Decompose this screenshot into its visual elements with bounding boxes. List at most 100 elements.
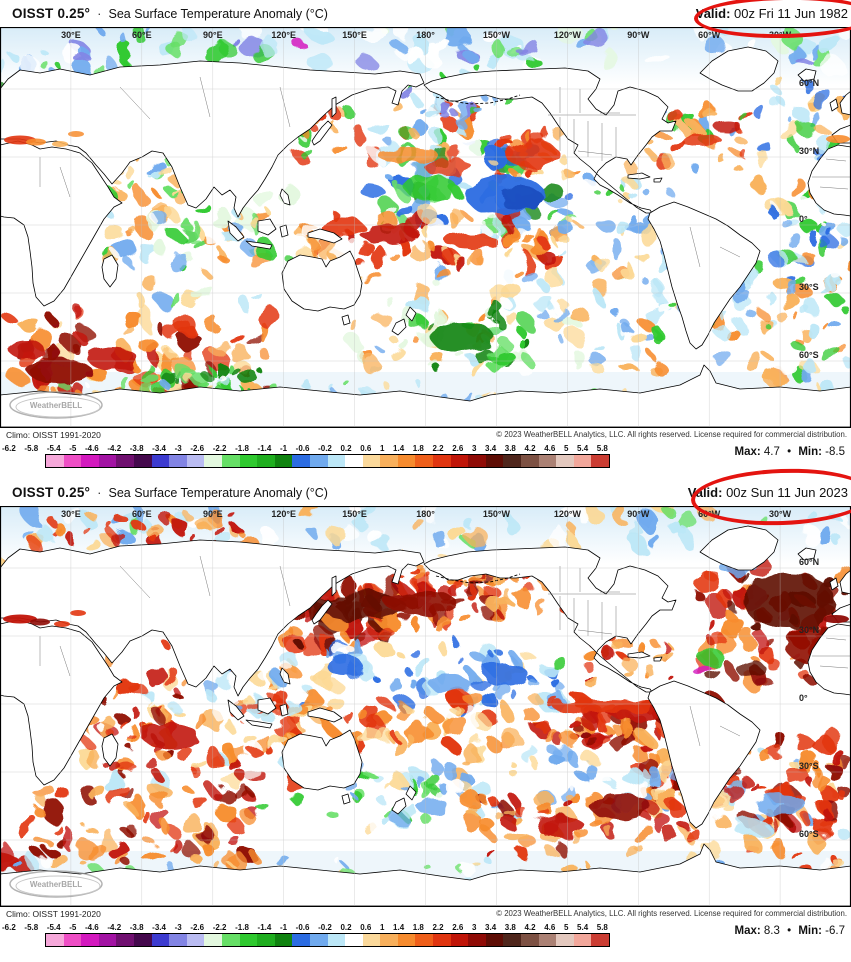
lon-axis-label: 90°E [203, 30, 223, 40]
colorbar-tick: 1.4 [393, 923, 405, 932]
colorbar-tick: -5.4 [46, 444, 61, 453]
colorbar-segment [468, 934, 486, 946]
maxmin-separator: • [787, 925, 792, 937]
colorbar-tick: -3 [174, 444, 182, 453]
colorbar-segment [521, 934, 539, 946]
colorbar-segment [151, 455, 170, 467]
colorbar-tick: -4.2 [107, 444, 122, 453]
lon-axis-label: 150°W [483, 30, 511, 40]
lon-axis-label: 30°W [769, 509, 792, 519]
lon-axis-label: 90°E [203, 509, 223, 519]
colorbar-segment [433, 934, 451, 946]
valid-time: Valid: 00z Fri 11 Jun 1982 [696, 6, 848, 21]
valid-label: Valid: [695, 6, 731, 21]
lon-axis-label: 60°W [698, 509, 721, 519]
colorbar-tick: 3.8 [504, 923, 516, 932]
map-footer: Climo: OISST 1991-2020 © 2023 WeatherBEL… [0, 428, 851, 443]
colorbar-tick: 3 [471, 923, 477, 932]
colorbar [45, 454, 610, 468]
colorbar-segment [309, 934, 328, 946]
valid-value: 00z Fri 11 Jun 1982 [734, 6, 848, 21]
colorbar-segment [239, 934, 258, 946]
colorbar-tick: -5 [69, 444, 77, 453]
map-footer: Climo: OISST 1991-2020 © 2023 WeatherBEL… [0, 907, 851, 922]
lon-axis-label: 60°E [132, 509, 152, 519]
colorbar-tick: 5.4 [577, 923, 589, 932]
colorbar-segment [485, 934, 504, 946]
colorbar-tick: -2.6 [190, 923, 205, 932]
colorbar-tick: -0.2 [318, 444, 332, 453]
colorbar-segment [116, 455, 134, 467]
colorbar-segment [274, 934, 293, 946]
colorbar-segment [98, 934, 117, 946]
colorbar-segment [556, 934, 574, 946]
title-separator: · [97, 485, 102, 500]
colorbar-tick: 5.8 [596, 923, 608, 932]
colorbar-tick: 2.2 [432, 923, 444, 932]
colorbar-tick: -2.2 [212, 923, 227, 932]
lat-axis-label: 60°S [799, 829, 819, 839]
colorbar-tick: -1.8 [235, 923, 249, 932]
colorbar-segment [309, 455, 328, 467]
colorbar-tick: 0.6 [360, 923, 372, 932]
colorbar-area: -6.2 -5.8 -5.4 -5 -4.6 -4.2 -3.8 -3.4 -3 -2.6 -2.2… [0, 443, 851, 483]
colorbar-tick: 3.8 [504, 444, 516, 453]
colorbar-segment [204, 934, 222, 946]
colorbar-segment [169, 934, 187, 946]
colorbar-segment [133, 455, 152, 467]
colorbar-segment [415, 934, 434, 946]
copyright-text: © 2023 WeatherBELL Analytics, LLC. All r… [496, 909, 847, 918]
colorbar-segment [433, 455, 451, 467]
lat-axis-label: 30°N [799, 146, 819, 156]
valid-time: Valid: 00z Sun 11 Jun 2023 [688, 485, 848, 500]
maxmin-separator: • [787, 446, 792, 458]
colorbar-tick-labels: -6.2 -5.8 -5.4 -5 -4.6 -4.2 -3.8 -3.4 -3 -2.6 -2.2… [2, 444, 608, 453]
colorbar-segment [186, 455, 205, 467]
colorbar-area: -6.2 -5.8 -5.4 -5 -4.6 -4.2 -3.8 -3.4 -3 -2.6 -2.2… [0, 922, 851, 962]
colorbar-segment [397, 455, 416, 467]
colorbar [45, 933, 610, 947]
lon-axis-label: 150°E [342, 30, 367, 40]
colorbar-tick: 2.2 [432, 444, 444, 453]
colorbar-segment [538, 455, 557, 467]
valid-label: Valid: [687, 485, 723, 500]
colorbar-tick: 4.6 [544, 444, 556, 453]
lon-axis-label: 60°E [132, 30, 152, 40]
max-min-readout: Max: 8.3 • Min: -6.7 [734, 925, 845, 937]
colorbar-segment [521, 455, 539, 467]
lon-axis-label: 30°E [61, 30, 81, 40]
colorbar-segment [81, 455, 99, 467]
max-min-readout: Max: 4.7 • Min: -8.5 [734, 446, 845, 458]
colorbar-tick: -0.2 [318, 923, 332, 932]
colorbar-tick: -2.2 [212, 444, 227, 453]
colorbar-segment [468, 455, 486, 467]
colorbar-segment [573, 455, 592, 467]
colorbar-segment [133, 934, 152, 946]
colorbar-tick: -1.4 [257, 923, 272, 932]
colorbar-segment [538, 934, 557, 946]
colorbar-segment [221, 934, 240, 946]
colorbar-tick: 2.6 [452, 444, 464, 453]
map-panel-1982: OISST 0.25° · Sea Surface Temperature An… [0, 0, 851, 483]
colorbar-tick: -3.4 [152, 923, 166, 932]
colorbar-tick: 1.4 [393, 444, 405, 453]
product-name: OISST 0.25° [12, 485, 91, 500]
colorbar-tick: 4.6 [544, 923, 556, 932]
colorbar-tick-labels: -6.2 -5.8 -5.4 -5 -4.6 -4.2 -3.8 -3.4 -3 -2.6 -2.2… [2, 923, 608, 932]
colorbar-tick: 1 [379, 923, 385, 932]
colorbar-segment [485, 455, 504, 467]
colorbar-segment [46, 455, 64, 467]
colorbar-tick: 4.2 [524, 923, 536, 932]
colorbar-segment [503, 934, 522, 946]
colorbar-segment [591, 934, 609, 946]
colorbar-segment [397, 934, 416, 946]
lon-axis-label: 30°E [61, 509, 81, 519]
colorbar-segment [116, 934, 134, 946]
colorbar-segment [345, 455, 363, 467]
colorbar-segment [169, 455, 187, 467]
colorbar-segment [415, 455, 434, 467]
colorbar-tick: 3 [471, 444, 477, 453]
weatherbell-logo: WeatherBELL [9, 391, 103, 419]
min-label: Min: [798, 925, 822, 937]
